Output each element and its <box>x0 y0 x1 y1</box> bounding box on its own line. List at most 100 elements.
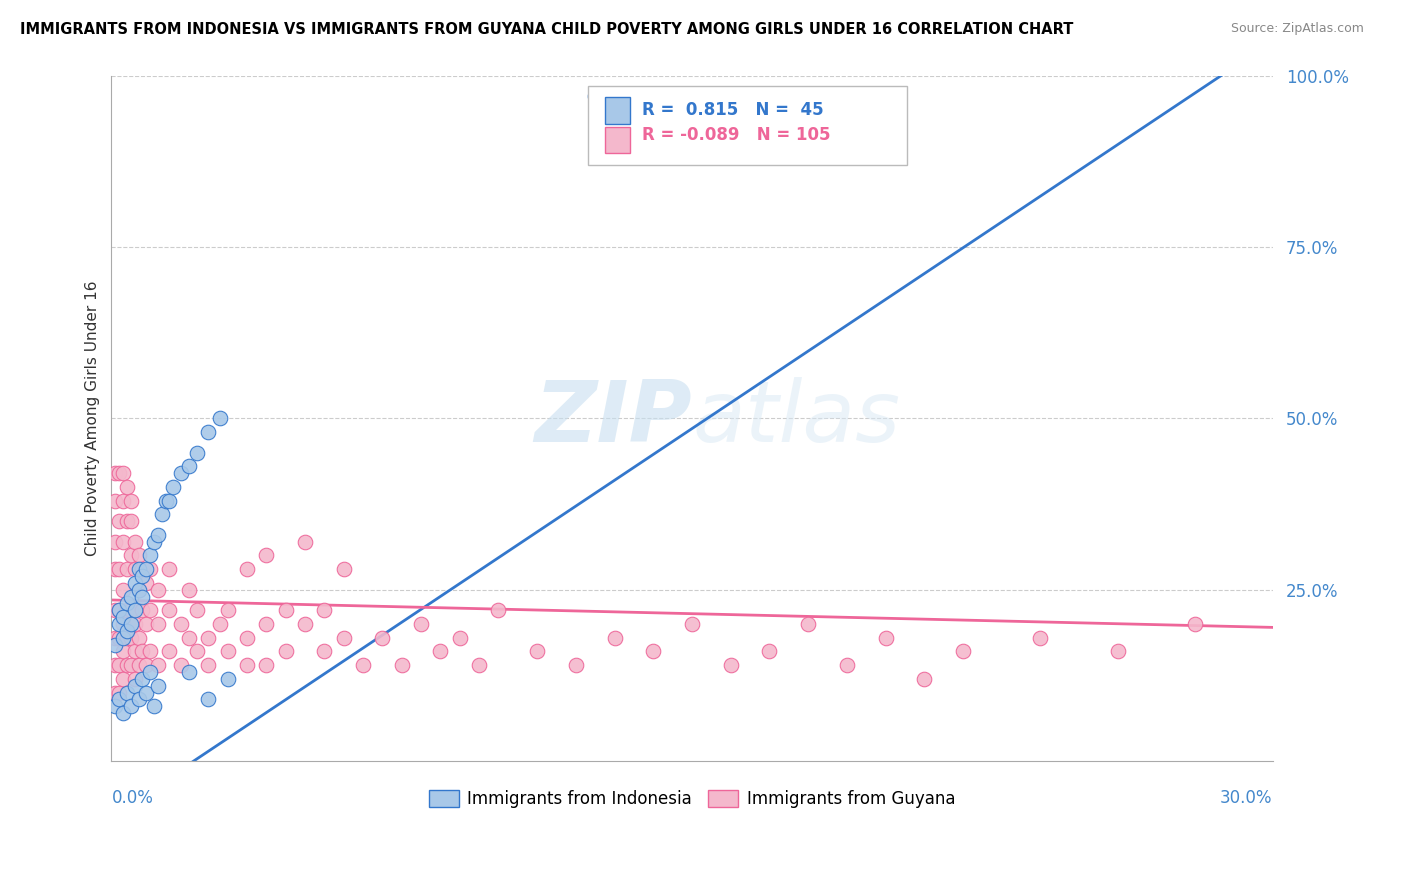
Point <box>131 672 153 686</box>
Point <box>120 549 142 563</box>
Point <box>159 603 181 617</box>
Text: R = -0.089   N = 105: R = -0.089 N = 105 <box>643 126 831 144</box>
Text: Source: ZipAtlas.com: Source: ZipAtlas.com <box>1230 22 1364 36</box>
Point <box>120 699 142 714</box>
Point <box>488 603 510 617</box>
Y-axis label: Child Poverty Among Girls Under 16: Child Poverty Among Girls Under 16 <box>86 281 100 556</box>
Point <box>146 582 169 597</box>
Bar <box>605 127 630 153</box>
Point <box>583 89 606 103</box>
Point <box>124 534 146 549</box>
Point <box>236 631 259 645</box>
Point <box>108 514 131 528</box>
Point <box>115 596 138 610</box>
Point <box>124 672 146 686</box>
FancyBboxPatch shape <box>588 86 907 165</box>
Point <box>332 631 354 645</box>
Point <box>135 685 157 699</box>
Point <box>155 493 177 508</box>
Point <box>294 534 316 549</box>
Point <box>720 658 742 673</box>
Text: R =  0.815   N =  45: R = 0.815 N = 45 <box>643 101 824 119</box>
Point <box>177 631 200 645</box>
Point <box>332 562 354 576</box>
Text: atlas: atlas <box>692 376 900 459</box>
Point <box>314 603 336 617</box>
Point <box>108 603 131 617</box>
Point <box>124 644 146 658</box>
Point <box>143 534 166 549</box>
Point <box>108 617 131 632</box>
Point <box>643 644 665 658</box>
Point <box>124 617 146 632</box>
Point <box>603 89 626 103</box>
Point <box>104 466 127 480</box>
Point <box>111 610 134 624</box>
Point <box>186 603 208 617</box>
Point <box>146 658 169 673</box>
Point <box>128 582 150 597</box>
Point <box>526 644 548 658</box>
Point <box>217 603 239 617</box>
Point <box>177 582 200 597</box>
Point <box>115 658 138 673</box>
Point <box>236 658 259 673</box>
Point <box>254 617 277 632</box>
Point <box>111 672 134 686</box>
Point <box>159 493 181 508</box>
Bar <box>605 97 630 123</box>
Point <box>186 445 208 459</box>
Point <box>758 644 780 658</box>
Point <box>104 493 127 508</box>
Point <box>681 617 703 632</box>
Point <box>131 590 153 604</box>
Point <box>139 665 162 679</box>
Point <box>131 644 153 658</box>
Point <box>217 672 239 686</box>
Point <box>104 631 127 645</box>
Point <box>797 617 820 632</box>
Point <box>391 658 413 673</box>
Point <box>111 644 134 658</box>
Point <box>128 562 150 576</box>
Point <box>120 603 142 617</box>
Text: IMMIGRANTS FROM INDONESIA VS IMMIGRANTS FROM GUYANA CHILD POVERTY AMONG GIRLS UN: IMMIGRANTS FROM INDONESIA VS IMMIGRANTS … <box>20 22 1073 37</box>
Point <box>115 685 138 699</box>
Point <box>170 617 193 632</box>
Point <box>124 603 146 617</box>
Point <box>139 549 162 563</box>
Point <box>139 644 162 658</box>
Point <box>111 617 134 632</box>
Point <box>236 562 259 576</box>
Point <box>111 582 134 597</box>
Point <box>150 508 173 522</box>
Point <box>1184 617 1206 632</box>
Point <box>208 617 231 632</box>
Point <box>104 562 127 576</box>
Point <box>115 514 138 528</box>
Point <box>104 603 127 617</box>
Point <box>177 459 200 474</box>
Point <box>115 480 138 494</box>
Point <box>177 665 200 679</box>
Point <box>135 562 157 576</box>
Point <box>131 562 153 576</box>
Point <box>115 624 138 638</box>
Point <box>120 617 142 632</box>
Point <box>314 644 336 658</box>
Point <box>274 644 297 658</box>
Point <box>1107 644 1129 658</box>
Point <box>104 534 127 549</box>
Point <box>146 617 169 632</box>
Point <box>170 658 193 673</box>
Point <box>131 603 153 617</box>
Point <box>111 631 134 645</box>
Point <box>159 644 181 658</box>
Point <box>254 658 277 673</box>
Legend: Immigrants from Indonesia, Immigrants from Guyana: Immigrants from Indonesia, Immigrants fr… <box>422 783 962 814</box>
Point <box>254 549 277 563</box>
Point <box>128 549 150 563</box>
Point <box>197 425 219 439</box>
Point <box>186 644 208 658</box>
Point <box>146 679 169 693</box>
